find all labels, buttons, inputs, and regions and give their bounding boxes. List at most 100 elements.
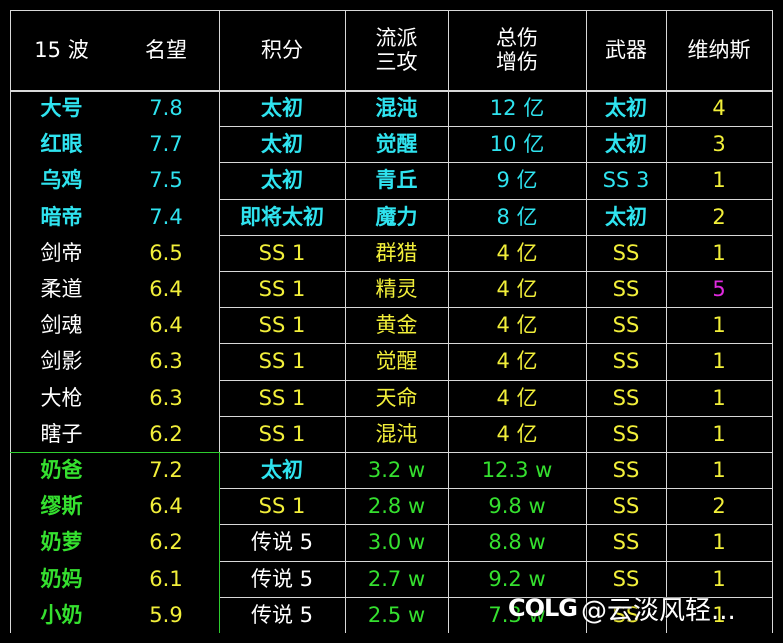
header-style: 流派 三攻 [345,10,448,90]
cell-score: 传说 5 [250,602,314,627]
cell-weapon: SS [612,349,640,374]
cell-damage: 9.2 w [488,566,546,591]
cell-weapon: SS 3 [602,168,650,193]
cell-class: 大号 [40,96,83,121]
header-damage-text: 总伤 [496,25,538,50]
cell-score: 即将太初 [240,204,324,229]
cell-weapon: SS [612,458,640,483]
watermark: COLG @云淡风轻... [508,588,736,628]
cell-fame: 6.3 [149,385,183,410]
cell-class: 乌鸡 [40,168,83,193]
cell-weapon: 太初 [605,96,647,121]
row-divider [219,524,772,526]
watermark-text: @云淡风轻... [581,595,736,626]
cell-style: 2.8 w [367,494,426,519]
cell-damage: 12.3 w [481,458,553,483]
header-style-text: 三攻 [375,50,418,74]
cell-fame: 6.4 [149,494,183,519]
cell-venus: 1 [712,602,726,627]
table-border-left [10,10,11,633]
cell-style: 觉醒 [375,349,418,374]
cell-weapon: SS [612,313,640,338]
cell-style: 天命 [375,385,418,410]
row-divider [219,198,772,200]
row-divider [219,488,772,490]
table-border-top [10,10,772,11]
cell-venus: 5 [712,277,726,302]
group-divider-vertical [219,452,220,633]
cell-fame: 7.2 [149,458,183,483]
cell-style: 3.0 w [367,530,426,555]
cell-class: 奶妈 [40,566,83,591]
cell-score: 太初 [261,458,303,483]
header-venus: 维纳斯 [666,10,772,90]
header-divider [10,90,772,92]
header-fame-text: 名望 [145,37,187,62]
group-divider [10,452,219,453]
table-border-right [772,10,773,633]
cell-venus: 1 [712,240,726,265]
cell-weapon: 太初 [605,132,647,157]
cell-class: 柔道 [40,277,83,302]
cell-style: 精灵 [375,277,418,302]
cell-weapon: SS [612,277,640,302]
cell-style: 青丘 [375,168,418,193]
cell-damage: 4 亿 [496,313,538,338]
cell-score: SS 1 [258,494,306,519]
cell-score: 太初 [261,96,303,121]
cell-damage: 4 亿 [496,385,538,410]
cell-style: 黄金 [375,313,418,338]
cell-class: 瞎子 [40,421,83,446]
row-divider [219,126,772,128]
cell-score: 传说 5 [250,566,314,591]
cell-score: SS 1 [258,313,306,338]
cell-score: 太初 [261,168,303,193]
cell-damage: 4 亿 [496,277,538,302]
column-divider [666,10,667,633]
cell-weapon: SS [612,602,640,627]
cell-venus: 4 [712,96,726,121]
cell-damage: 4 亿 [496,349,538,374]
header-weapon: 武器 [586,10,666,90]
cell-weapon: SS [612,566,640,591]
header-weapon-text: 武器 [605,37,647,62]
header-style-text: 流派 [375,25,418,50]
header-score-text: 积分 [261,37,303,62]
cell-venus: 1 [712,421,726,446]
cell-venus: 2 [712,494,726,519]
cell-fame: 6.3 [149,349,183,374]
cell-score: 传说 5 [250,530,314,555]
cell-score: SS 1 [258,349,306,374]
cell-style: 群猎 [375,240,418,265]
cell-fame: 7.5 [149,168,183,193]
cell-style: 魔力 [375,204,418,229]
cell-fame: 6.4 [149,277,183,302]
cell-damage: 7.3 w [488,602,546,627]
cell-venus: 1 [712,313,726,338]
cell-class: 奶萝 [40,530,83,555]
row-divider [219,596,772,598]
cell-venus: 1 [712,385,726,410]
cell-class: 剑魂 [40,313,83,338]
watermark-logo: COLG [508,594,578,622]
row-divider [219,379,772,381]
cell-weapon: SS [612,421,640,446]
cell-venus: 1 [712,458,726,483]
cell-damage: 10 亿 [489,132,545,157]
cell-damage: 4 亿 [496,240,538,265]
cell-class: 暗帝 [40,204,83,229]
cell-class: 剑帝 [40,240,83,265]
cell-class: 大枪 [40,385,83,410]
cell-fame: 7.8 [149,96,183,121]
cell-style: 2.5 w [367,602,426,627]
cell-style: 觉醒 [375,132,418,157]
header-damage-text: 增伤 [496,50,538,74]
cell-class: 奶爸 [40,458,83,483]
cell-score: SS 1 [258,421,306,446]
cell-weapon: SS [612,385,640,410]
column-divider [219,10,220,633]
cell-class: 小奶 [40,602,83,627]
row-divider [219,307,772,309]
cell-fame: 7.4 [149,204,183,229]
column-divider [448,10,449,633]
